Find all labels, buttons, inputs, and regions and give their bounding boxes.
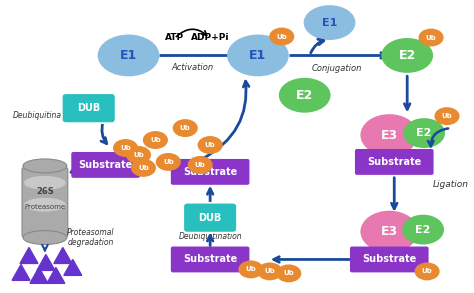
Polygon shape — [30, 268, 48, 283]
Text: DUB: DUB — [199, 213, 222, 223]
Text: E3: E3 — [381, 225, 398, 238]
Text: Ub: Ub — [163, 159, 173, 165]
Text: Proteasomal
degradation: Proteasomal degradation — [67, 228, 114, 247]
Ellipse shape — [360, 114, 418, 156]
Ellipse shape — [227, 35, 289, 76]
Text: Substrate: Substrate — [362, 254, 416, 265]
Polygon shape — [47, 268, 65, 283]
Text: Ub: Ub — [180, 125, 191, 131]
Ellipse shape — [402, 215, 444, 245]
Text: Deubiquitination: Deubiquitination — [13, 111, 77, 120]
Ellipse shape — [23, 159, 67, 173]
Ellipse shape — [279, 78, 330, 113]
Text: Ub: Ub — [264, 268, 275, 275]
Ellipse shape — [131, 159, 156, 177]
Ellipse shape — [24, 198, 66, 212]
FancyBboxPatch shape — [355, 149, 434, 175]
Ellipse shape — [257, 263, 283, 280]
FancyBboxPatch shape — [171, 246, 249, 272]
Ellipse shape — [238, 260, 264, 278]
Text: Conjugation: Conjugation — [311, 64, 362, 73]
Text: Deubiquitination: Deubiquitination — [178, 232, 242, 241]
Text: Activation: Activation — [171, 63, 213, 72]
Ellipse shape — [98, 35, 159, 76]
Text: Ub: Ub — [276, 33, 287, 40]
Ellipse shape — [269, 28, 294, 45]
Text: Ub: Ub — [195, 162, 206, 168]
Ellipse shape — [113, 139, 138, 157]
Text: Ligation: Ligation — [433, 180, 469, 189]
Ellipse shape — [304, 5, 356, 40]
Ellipse shape — [415, 263, 439, 280]
Text: ATP: ATP — [165, 33, 184, 42]
Ellipse shape — [143, 131, 168, 149]
Text: E2: E2 — [296, 89, 313, 102]
Ellipse shape — [403, 118, 445, 148]
Text: Ub: Ub — [120, 145, 131, 151]
Text: E3: E3 — [381, 129, 398, 142]
Polygon shape — [20, 248, 38, 263]
Text: Ub: Ub — [246, 266, 256, 272]
Text: E2: E2 — [399, 49, 416, 62]
Ellipse shape — [381, 38, 433, 73]
Polygon shape — [54, 248, 72, 263]
Text: Ub: Ub — [283, 270, 294, 276]
Text: Substrate: Substrate — [367, 157, 421, 167]
Ellipse shape — [173, 119, 198, 137]
Text: Ub: Ub — [442, 113, 452, 119]
Text: 26S: 26S — [36, 187, 54, 196]
Text: Substrate: Substrate — [79, 160, 133, 170]
Text: E1: E1 — [249, 49, 266, 62]
Text: Ub: Ub — [133, 152, 144, 158]
Text: E2: E2 — [417, 128, 432, 138]
Polygon shape — [64, 260, 82, 275]
Ellipse shape — [419, 28, 444, 47]
Text: DUB: DUB — [77, 103, 100, 113]
Polygon shape — [12, 265, 30, 280]
Text: Ub: Ub — [150, 137, 161, 143]
Text: ADP+Pi: ADP+Pi — [191, 33, 229, 42]
Ellipse shape — [24, 176, 66, 190]
FancyBboxPatch shape — [350, 246, 428, 272]
Text: Proteasome: Proteasome — [24, 204, 65, 210]
Text: E1: E1 — [120, 49, 137, 62]
Ellipse shape — [435, 107, 459, 125]
Text: Ub: Ub — [426, 35, 437, 40]
Ellipse shape — [360, 211, 418, 253]
Ellipse shape — [126, 146, 151, 164]
FancyBboxPatch shape — [183, 203, 237, 233]
Polygon shape — [37, 255, 55, 270]
FancyBboxPatch shape — [171, 159, 249, 185]
Text: Substrate: Substrate — [183, 167, 237, 177]
Ellipse shape — [198, 136, 223, 154]
Ellipse shape — [188, 156, 213, 174]
Text: Ub: Ub — [422, 268, 432, 275]
Text: E2: E2 — [415, 225, 431, 235]
Ellipse shape — [276, 265, 301, 282]
Text: Ub: Ub — [138, 165, 149, 171]
Text: Ub: Ub — [205, 142, 216, 148]
Text: Substrate: Substrate — [183, 254, 237, 265]
Text: E1: E1 — [322, 18, 337, 28]
FancyBboxPatch shape — [71, 152, 140, 178]
Ellipse shape — [156, 153, 181, 171]
Ellipse shape — [23, 231, 67, 245]
FancyBboxPatch shape — [22, 167, 68, 238]
FancyBboxPatch shape — [62, 93, 116, 123]
